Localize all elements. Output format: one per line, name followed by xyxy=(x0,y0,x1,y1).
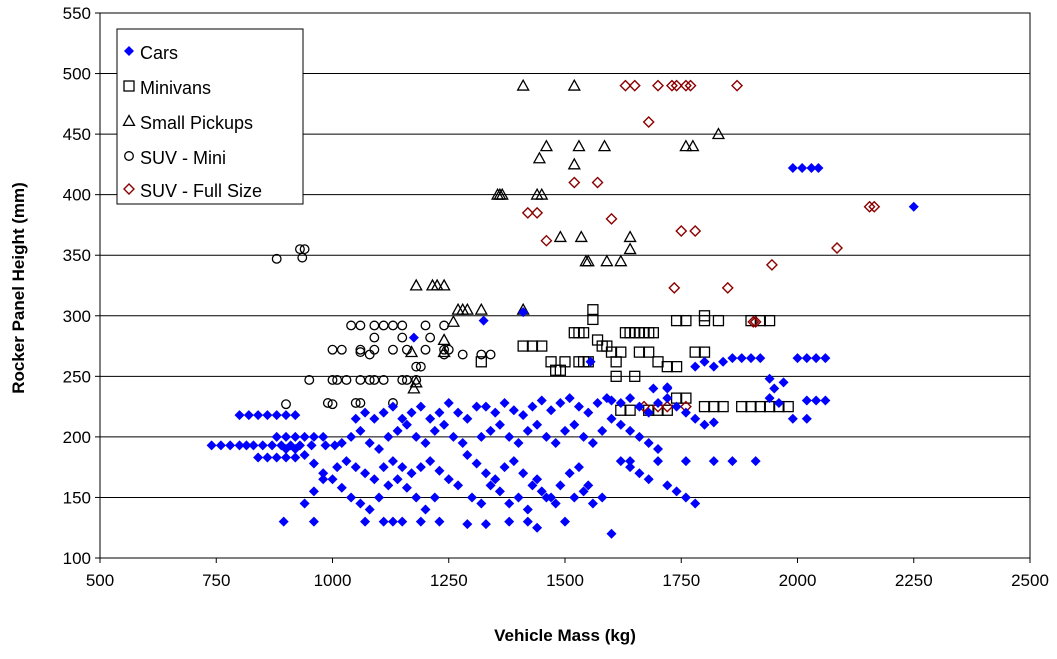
x-tick-label: 1000 xyxy=(314,571,352,590)
y-tick-label: 300 xyxy=(63,307,91,326)
y-tick-label: 100 xyxy=(63,549,91,568)
legend-item-small-pickups: Small Pickups xyxy=(124,113,254,133)
legend: Cars Minivans Small Pickups SUV - Mini S… xyxy=(117,29,303,204)
y-tick-label: 400 xyxy=(63,186,91,205)
x-tick-label: 2500 xyxy=(1011,571,1049,590)
x-tick-label: 750 xyxy=(202,571,230,590)
x-tick-label: 1750 xyxy=(662,571,700,590)
legend-label-cars: Cars xyxy=(140,43,178,63)
y-tick-label: 250 xyxy=(63,367,91,386)
y-tick-label: 500 xyxy=(63,65,91,84)
y-tick-label: 200 xyxy=(63,428,91,447)
legend-label-suv-full-size: SUV - Full Size xyxy=(140,181,262,201)
legend-label-suv-mini: SUV - Mini xyxy=(140,148,226,168)
y-axis-title: Rocker Panel Height (mm) xyxy=(9,182,28,394)
y-tick-label: 350 xyxy=(63,246,91,265)
legend-label-small-pickups: Small Pickups xyxy=(140,113,253,133)
x-tick-label: 1500 xyxy=(546,571,584,590)
x-axis-title: Vehicle Mass (kg) xyxy=(494,626,636,645)
legend-item-suv-full-size: SUV - Full Size xyxy=(124,181,262,201)
x-tick-label: 2250 xyxy=(895,571,933,590)
y-tick-label: 450 xyxy=(63,125,91,144)
legend-item-suv-mini: SUV - Mini xyxy=(125,148,226,168)
legend-label-minivans: Minivans xyxy=(140,78,211,98)
y-tick-label: 150 xyxy=(63,488,91,507)
x-tick-label: 2000 xyxy=(779,571,817,590)
y-tick-label: 550 xyxy=(63,4,91,23)
x-tick-label: 1250 xyxy=(430,571,468,590)
x-tick-label: 500 xyxy=(86,571,114,590)
